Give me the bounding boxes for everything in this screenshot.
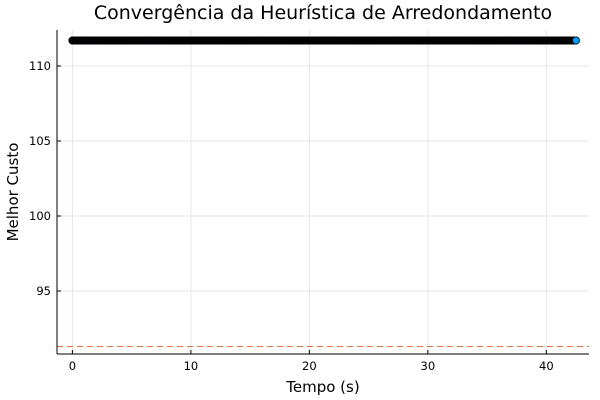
y-tick-label: 110 [29,59,51,73]
axes [56,30,589,355]
y-tick-label: 100 [29,209,51,223]
chart-title: Convergência da Heurística de Arredondam… [94,2,552,24]
y-tick-label: 105 [29,134,51,148]
x-tick-label: 0 [69,359,76,373]
x-tick-label: 30 [421,359,436,373]
grid-lines [57,30,589,354]
y-tick-label: 95 [36,284,51,298]
x-tick-label: 20 [302,359,317,373]
series-points [68,36,580,45]
tick-labels: 0 10 20 30 40 95 100 105 110 [29,59,554,373]
x-axis-label: Tempo (s) [285,378,359,396]
data-point [571,36,580,45]
x-tick-label: 40 [539,359,554,373]
x-tick-label: 10 [184,359,199,373]
y-axis-label: Melhor Custo [4,143,22,242]
